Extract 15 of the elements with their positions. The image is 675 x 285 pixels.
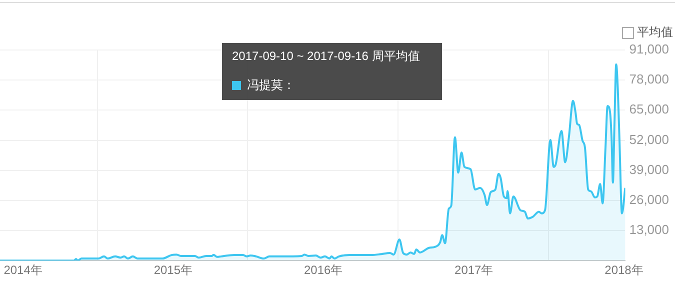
x-tick-label: 2014年 [4,263,42,278]
y-tick-label: 26,000 [629,192,670,208]
annotation: 2017-09-10 ~ 2017-09-16 周平均值 [232,48,421,65]
x-tick-label: 2017年 [454,263,494,278]
y-tick-label: 91,000 [629,42,670,57]
y-tick-label: 65,000 [629,102,670,117]
y-tick-label: 39,000 [629,162,670,177]
x-tick-label: 2016年 [304,263,343,278]
y-tick-label: 52,000 [629,132,670,147]
text: 平均值 [637,24,673,41]
x-tick-label: 2018年 [604,263,644,278]
x-tick-label: 2015年 [154,263,193,278]
y-tick-label: 78,000 [629,72,670,87]
legend-label: 冯提莫： [247,77,295,94]
y-tick-label: 13,000 [629,222,670,238]
